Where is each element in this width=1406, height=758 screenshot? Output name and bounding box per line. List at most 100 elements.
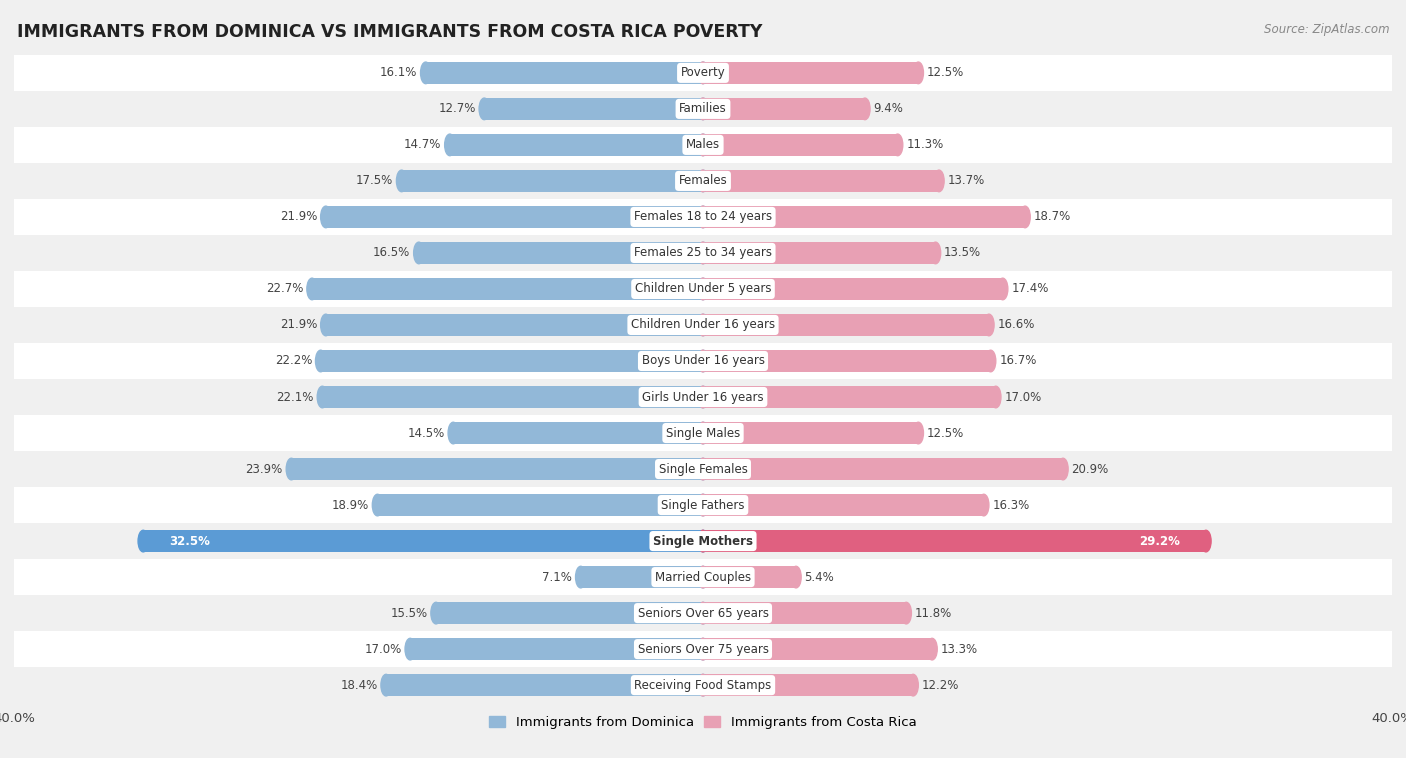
Text: 16.3%: 16.3% bbox=[993, 499, 1029, 512]
Bar bbox=[14, 415, 1392, 451]
Text: 16.6%: 16.6% bbox=[997, 318, 1035, 331]
Text: 11.3%: 11.3% bbox=[907, 139, 943, 152]
Text: Poverty: Poverty bbox=[681, 67, 725, 80]
Text: Seniors Over 75 years: Seniors Over 75 years bbox=[637, 643, 769, 656]
Circle shape bbox=[1201, 531, 1211, 552]
Circle shape bbox=[697, 638, 709, 660]
Circle shape bbox=[307, 278, 318, 299]
Bar bbox=[703, 459, 1063, 480]
Bar bbox=[703, 603, 907, 624]
Text: 16.5%: 16.5% bbox=[373, 246, 411, 259]
Bar bbox=[14, 631, 1392, 667]
Text: Boys Under 16 years: Boys Under 16 years bbox=[641, 355, 765, 368]
Text: Children Under 16 years: Children Under 16 years bbox=[631, 318, 775, 331]
Text: Females 25 to 34 years: Females 25 to 34 years bbox=[634, 246, 772, 259]
Circle shape bbox=[381, 675, 391, 696]
Bar bbox=[14, 199, 1392, 235]
Bar bbox=[703, 242, 935, 264]
Bar bbox=[703, 278, 1002, 299]
Text: 12.2%: 12.2% bbox=[922, 678, 959, 691]
Bar bbox=[453, 422, 703, 444]
Circle shape bbox=[697, 278, 709, 299]
Circle shape bbox=[697, 350, 709, 371]
Bar bbox=[703, 566, 796, 588]
Bar bbox=[14, 523, 1392, 559]
Circle shape bbox=[697, 134, 709, 155]
Circle shape bbox=[927, 638, 938, 660]
Text: Single Mothers: Single Mothers bbox=[652, 534, 754, 547]
Circle shape bbox=[697, 98, 709, 120]
Text: Receiving Food Stamps: Receiving Food Stamps bbox=[634, 678, 772, 691]
Text: 12.7%: 12.7% bbox=[439, 102, 475, 115]
Bar bbox=[484, 98, 703, 120]
Bar bbox=[14, 667, 1392, 703]
Legend: Immigrants from Dominica, Immigrants from Costa Rica: Immigrants from Dominica, Immigrants fro… bbox=[484, 710, 922, 735]
Text: Single Females: Single Females bbox=[658, 462, 748, 475]
Text: 22.1%: 22.1% bbox=[277, 390, 314, 403]
Text: 17.0%: 17.0% bbox=[364, 643, 402, 656]
Circle shape bbox=[934, 170, 945, 192]
Circle shape bbox=[373, 494, 382, 516]
Circle shape bbox=[575, 566, 586, 588]
Bar bbox=[450, 134, 703, 155]
Bar bbox=[703, 170, 939, 192]
Text: Females: Females bbox=[679, 174, 727, 187]
Circle shape bbox=[697, 675, 709, 696]
Text: 9.4%: 9.4% bbox=[873, 102, 904, 115]
Text: 17.0%: 17.0% bbox=[1004, 390, 1042, 403]
Text: 12.5%: 12.5% bbox=[927, 427, 965, 440]
Bar bbox=[377, 494, 703, 516]
Text: 13.5%: 13.5% bbox=[945, 246, 981, 259]
Circle shape bbox=[1057, 459, 1069, 480]
Bar bbox=[703, 98, 865, 120]
Bar bbox=[703, 206, 1025, 227]
Text: Single Fathers: Single Fathers bbox=[661, 499, 745, 512]
Text: 14.7%: 14.7% bbox=[404, 139, 441, 152]
Bar bbox=[14, 343, 1392, 379]
Text: 17.5%: 17.5% bbox=[356, 174, 392, 187]
Circle shape bbox=[430, 603, 441, 624]
Circle shape bbox=[893, 134, 903, 155]
Circle shape bbox=[697, 62, 709, 83]
Text: 20.9%: 20.9% bbox=[1071, 462, 1109, 475]
Circle shape bbox=[697, 350, 709, 371]
Circle shape bbox=[697, 314, 709, 336]
Circle shape bbox=[697, 459, 709, 480]
Circle shape bbox=[986, 350, 995, 371]
Bar bbox=[14, 55, 1392, 91]
Circle shape bbox=[138, 531, 149, 552]
Circle shape bbox=[321, 206, 330, 227]
Bar bbox=[703, 638, 932, 660]
Circle shape bbox=[912, 62, 924, 83]
Circle shape bbox=[697, 531, 709, 552]
Circle shape bbox=[697, 98, 709, 120]
Circle shape bbox=[697, 566, 709, 588]
Circle shape bbox=[697, 422, 709, 444]
Circle shape bbox=[697, 603, 709, 624]
Circle shape bbox=[859, 98, 870, 120]
Text: 7.1%: 7.1% bbox=[543, 571, 572, 584]
Circle shape bbox=[697, 675, 709, 696]
Text: 11.8%: 11.8% bbox=[915, 606, 952, 619]
Circle shape bbox=[697, 134, 709, 155]
Text: 12.5%: 12.5% bbox=[927, 67, 965, 80]
Bar bbox=[703, 675, 912, 696]
Circle shape bbox=[979, 494, 988, 516]
Bar bbox=[322, 387, 703, 408]
Bar bbox=[436, 603, 703, 624]
Bar bbox=[703, 494, 984, 516]
Circle shape bbox=[413, 242, 425, 264]
Circle shape bbox=[997, 278, 1008, 299]
Bar bbox=[426, 62, 703, 83]
Text: 13.3%: 13.3% bbox=[941, 643, 977, 656]
Text: 16.7%: 16.7% bbox=[1000, 355, 1036, 368]
Circle shape bbox=[318, 387, 328, 408]
Circle shape bbox=[991, 387, 1001, 408]
Bar bbox=[703, 314, 988, 336]
Bar bbox=[419, 242, 703, 264]
Circle shape bbox=[1019, 206, 1031, 227]
Bar bbox=[703, 62, 918, 83]
Text: 21.9%: 21.9% bbox=[280, 318, 318, 331]
Text: 29.2%: 29.2% bbox=[1139, 534, 1180, 547]
Text: Males: Males bbox=[686, 139, 720, 152]
